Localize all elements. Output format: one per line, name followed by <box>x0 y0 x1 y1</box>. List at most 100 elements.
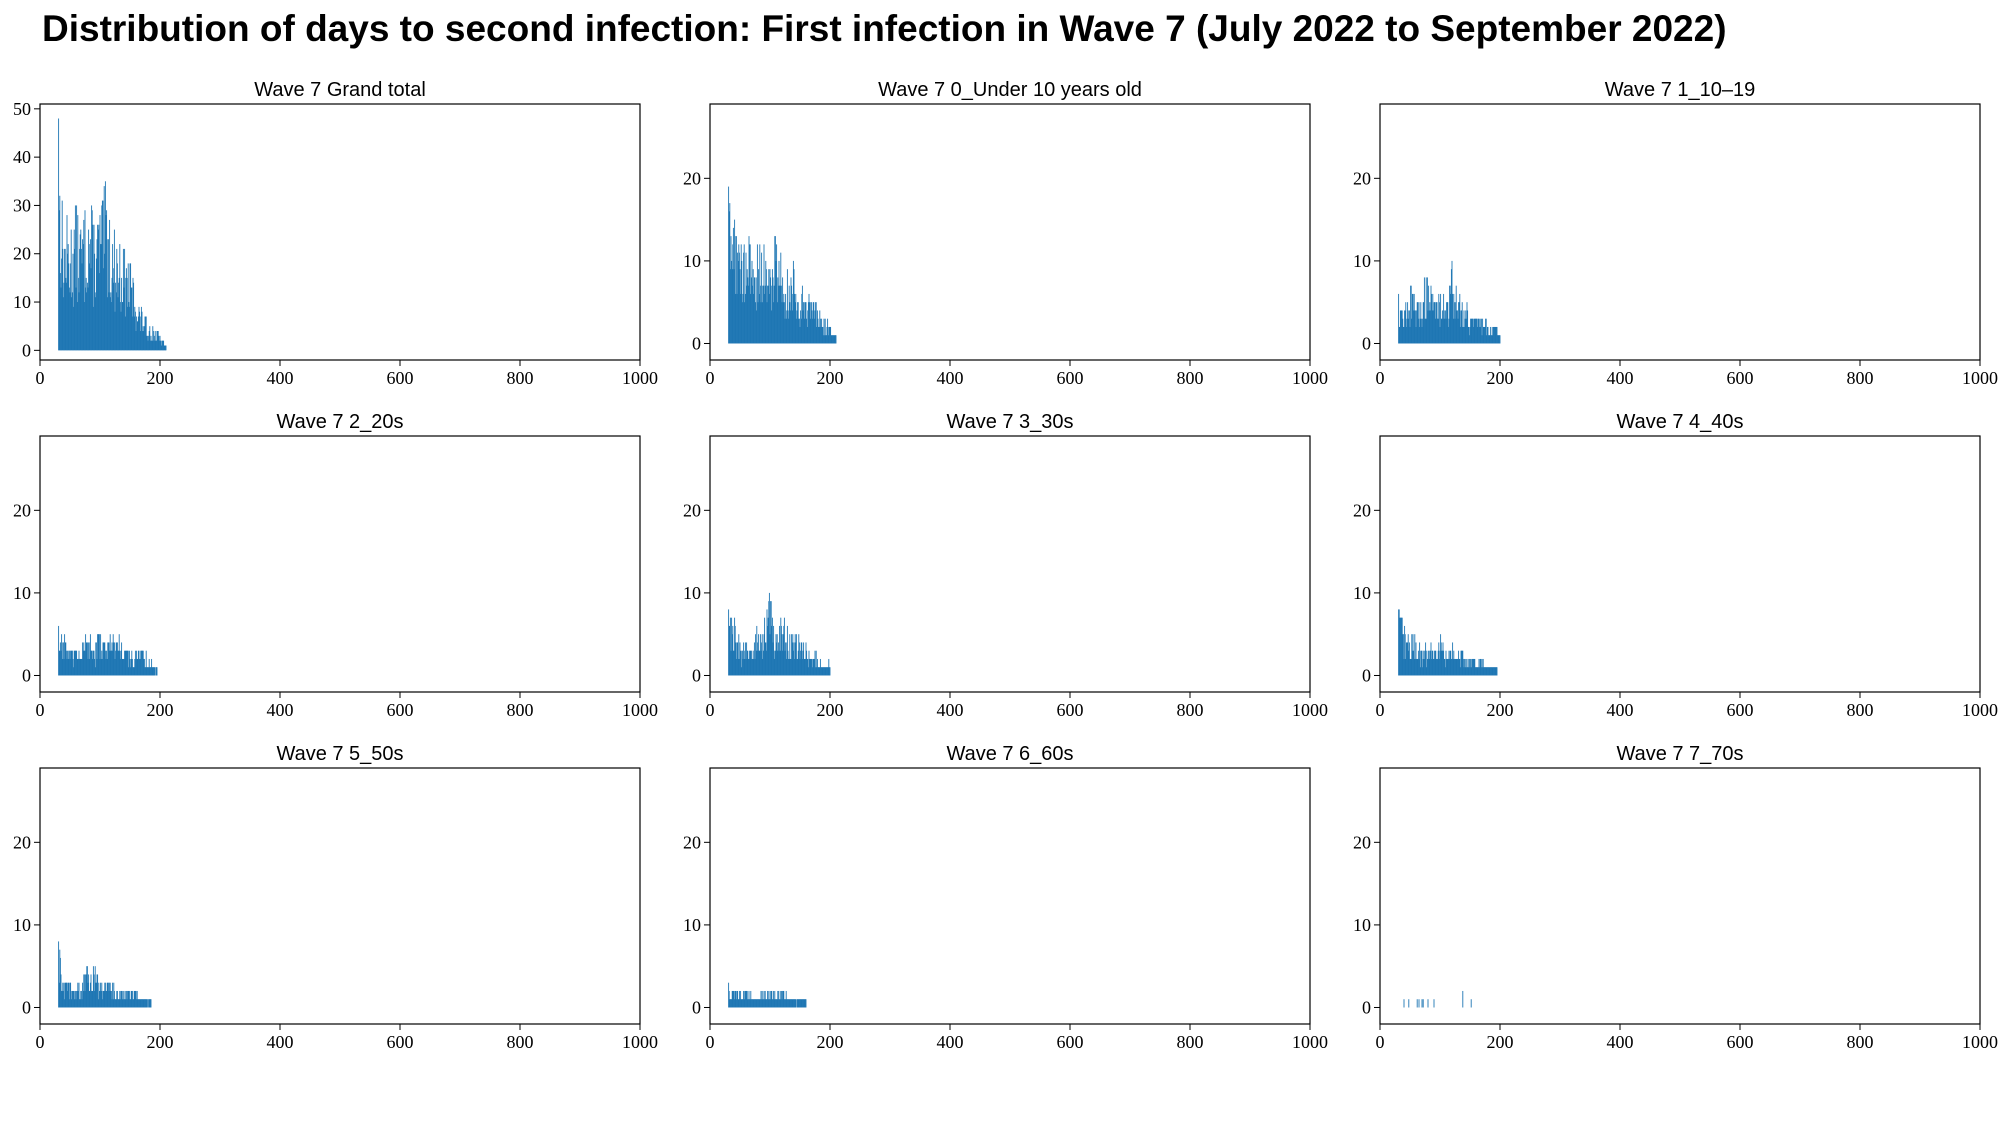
bar <box>85 287 87 351</box>
bar <box>122 999 124 1008</box>
bar <box>97 224 99 351</box>
bar <box>1488 667 1490 676</box>
bar <box>782 277 784 344</box>
bar <box>1470 999 1472 1008</box>
bar <box>124 650 126 676</box>
bar <box>1467 326 1469 344</box>
bar <box>729 203 731 344</box>
bar <box>1428 285 1430 344</box>
bar <box>1417 302 1419 344</box>
bar <box>743 252 745 344</box>
bar <box>1442 642 1444 676</box>
bar <box>142 999 144 1008</box>
bar <box>115 282 117 351</box>
bar <box>824 318 826 344</box>
bar <box>817 318 819 344</box>
bar <box>1473 658 1475 676</box>
bar <box>755 634 757 676</box>
bar <box>76 658 78 676</box>
subplot: Wave 7 7_70s 0 200 400 600 800 1000 0 10 20 <box>1353 743 1998 1052</box>
bar <box>824 667 826 676</box>
bar <box>796 999 798 1008</box>
bar <box>1454 318 1456 344</box>
y-tick-label: 0 <box>22 340 31 360</box>
bar <box>1404 310 1406 344</box>
bar <box>1454 658 1456 676</box>
bar <box>831 335 833 344</box>
bar <box>1425 277 1427 344</box>
bar <box>106 658 108 676</box>
bar <box>1491 667 1493 676</box>
bar <box>1400 617 1402 676</box>
bar <box>1405 658 1407 676</box>
x-tick-label: 1000 <box>1292 1032 1328 1052</box>
bar <box>107 982 109 1008</box>
x-tick-label: 400 <box>267 700 294 720</box>
bar <box>58 650 60 676</box>
bar <box>1428 650 1430 676</box>
bar <box>1448 650 1450 676</box>
bar <box>774 990 776 1008</box>
bar-series <box>1403 990 1472 1008</box>
bar <box>801 999 803 1008</box>
bar <box>736 293 738 344</box>
bar <box>1466 302 1468 344</box>
bar <box>1477 318 1479 344</box>
bar <box>59 650 61 676</box>
bar <box>828 326 830 344</box>
bar <box>83 974 85 1008</box>
bar <box>106 210 108 351</box>
x-tick-label: 800 <box>507 700 534 720</box>
bar <box>1443 293 1445 344</box>
bar <box>776 999 778 1008</box>
bar <box>65 282 67 351</box>
bar <box>1457 658 1459 676</box>
bar <box>776 244 778 344</box>
bar <box>1411 293 1413 344</box>
bar <box>107 297 109 351</box>
bar <box>59 642 61 676</box>
bar <box>1485 318 1487 344</box>
bar <box>112 982 114 1008</box>
bar <box>1413 658 1415 676</box>
bar <box>116 248 118 351</box>
bar <box>766 609 768 676</box>
bar <box>788 999 790 1008</box>
bar <box>139 658 141 676</box>
bar <box>143 999 145 1008</box>
bar <box>737 990 739 1008</box>
bar <box>730 236 732 344</box>
bar <box>762 999 764 1008</box>
bar <box>819 658 821 676</box>
bar <box>109 219 111 351</box>
bar <box>771 617 773 676</box>
bar <box>769 634 771 676</box>
bar <box>735 658 737 676</box>
bar <box>138 650 140 676</box>
bar <box>749 650 751 676</box>
bar <box>131 316 133 351</box>
bar <box>138 306 140 351</box>
bar <box>1476 667 1478 676</box>
bar <box>158 335 160 351</box>
bar <box>1432 310 1434 344</box>
bar <box>134 658 136 676</box>
bar <box>121 999 123 1008</box>
bar <box>1464 318 1466 344</box>
bar <box>749 999 751 1008</box>
bar <box>1465 318 1467 344</box>
subplot-title: Wave 7 3_30s <box>946 411 1073 433</box>
bar <box>152 667 154 676</box>
bar <box>1497 335 1499 344</box>
bar <box>778 650 780 676</box>
bar <box>79 999 81 1008</box>
bar <box>1424 318 1426 344</box>
bar <box>1468 335 1470 344</box>
bar <box>89 990 91 1008</box>
bar <box>139 311 141 351</box>
bar <box>784 650 786 676</box>
bar <box>1458 302 1460 344</box>
y-tick-label: 10 <box>683 915 701 935</box>
bar <box>1456 658 1458 676</box>
bar <box>813 658 815 676</box>
